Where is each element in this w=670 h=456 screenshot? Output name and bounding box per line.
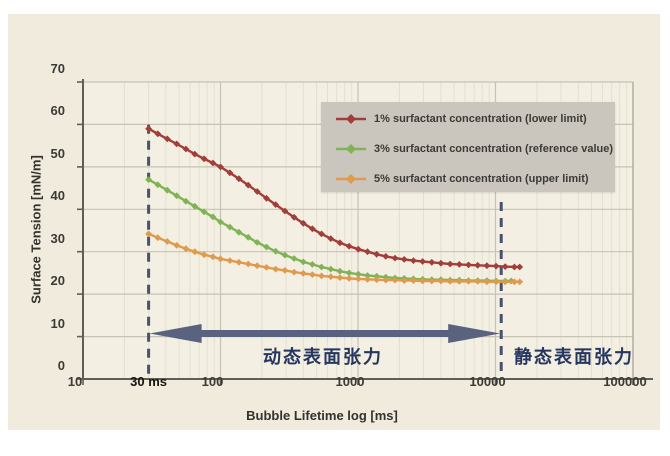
dashed-reference-lines: [147, 124, 503, 379]
static-surface-tension-label: 静态表面张力: [514, 347, 634, 367]
series-3: [145, 230, 524, 286]
x-tick-label: 100000: [603, 374, 647, 389]
legend-label: 3% surfactant concentration (reference v…: [374, 143, 614, 155]
y-tick-label: 60: [50, 103, 65, 119]
x-tick-label: 100: [201, 374, 224, 389]
legend-label: 5% surfactant concentration (upper limit…: [374, 173, 589, 185]
x-tick-label: 10: [67, 374, 83, 389]
legend-marker-icon: [336, 174, 366, 184]
y-tick-label: 0: [57, 358, 65, 373]
y-tick-label: 70: [50, 61, 65, 76]
axes: [77, 79, 653, 385]
y-tick-label: 30: [50, 230, 65, 246]
double-arrow: [149, 324, 501, 343]
legend-label: 1% surfactant concentration (lower limit…: [374, 113, 587, 125]
legend: 1% surfactant concentration (lower limit…: [321, 102, 615, 192]
x-tick-label: 1000: [335, 374, 365, 389]
x-axis-title: Bubble Lifetime log [ms]: [246, 408, 398, 423]
y-tick-label: 20: [50, 273, 65, 289]
legend-marker-icon: [336, 144, 366, 154]
chart-panel: Surface Tension [mN/m] Bubble Lifetime l…: [8, 14, 660, 430]
y-tick-label: 50: [50, 145, 65, 161]
series-1: [145, 125, 524, 271]
legend-item: 1% surfactant concentration (lower limit…: [335, 111, 587, 127]
y-tick-label: 10: [50, 315, 65, 331]
series-2: [145, 176, 515, 285]
legend-marker-icon: [336, 114, 366, 124]
legend-item: 3% surfactant concentration (reference v…: [335, 141, 613, 157]
y-tick-label: 40: [50, 188, 65, 204]
dynamic-surface-tension-label: 动态表面张力: [263, 347, 383, 367]
legend-item: 5% surfactant concentration (upper limit…: [335, 171, 589, 187]
x-tick-30ms: 30 ms: [130, 374, 168, 389]
x-tick-label: 10000: [469, 374, 506, 389]
chart-canvas: [77, 79, 653, 385]
